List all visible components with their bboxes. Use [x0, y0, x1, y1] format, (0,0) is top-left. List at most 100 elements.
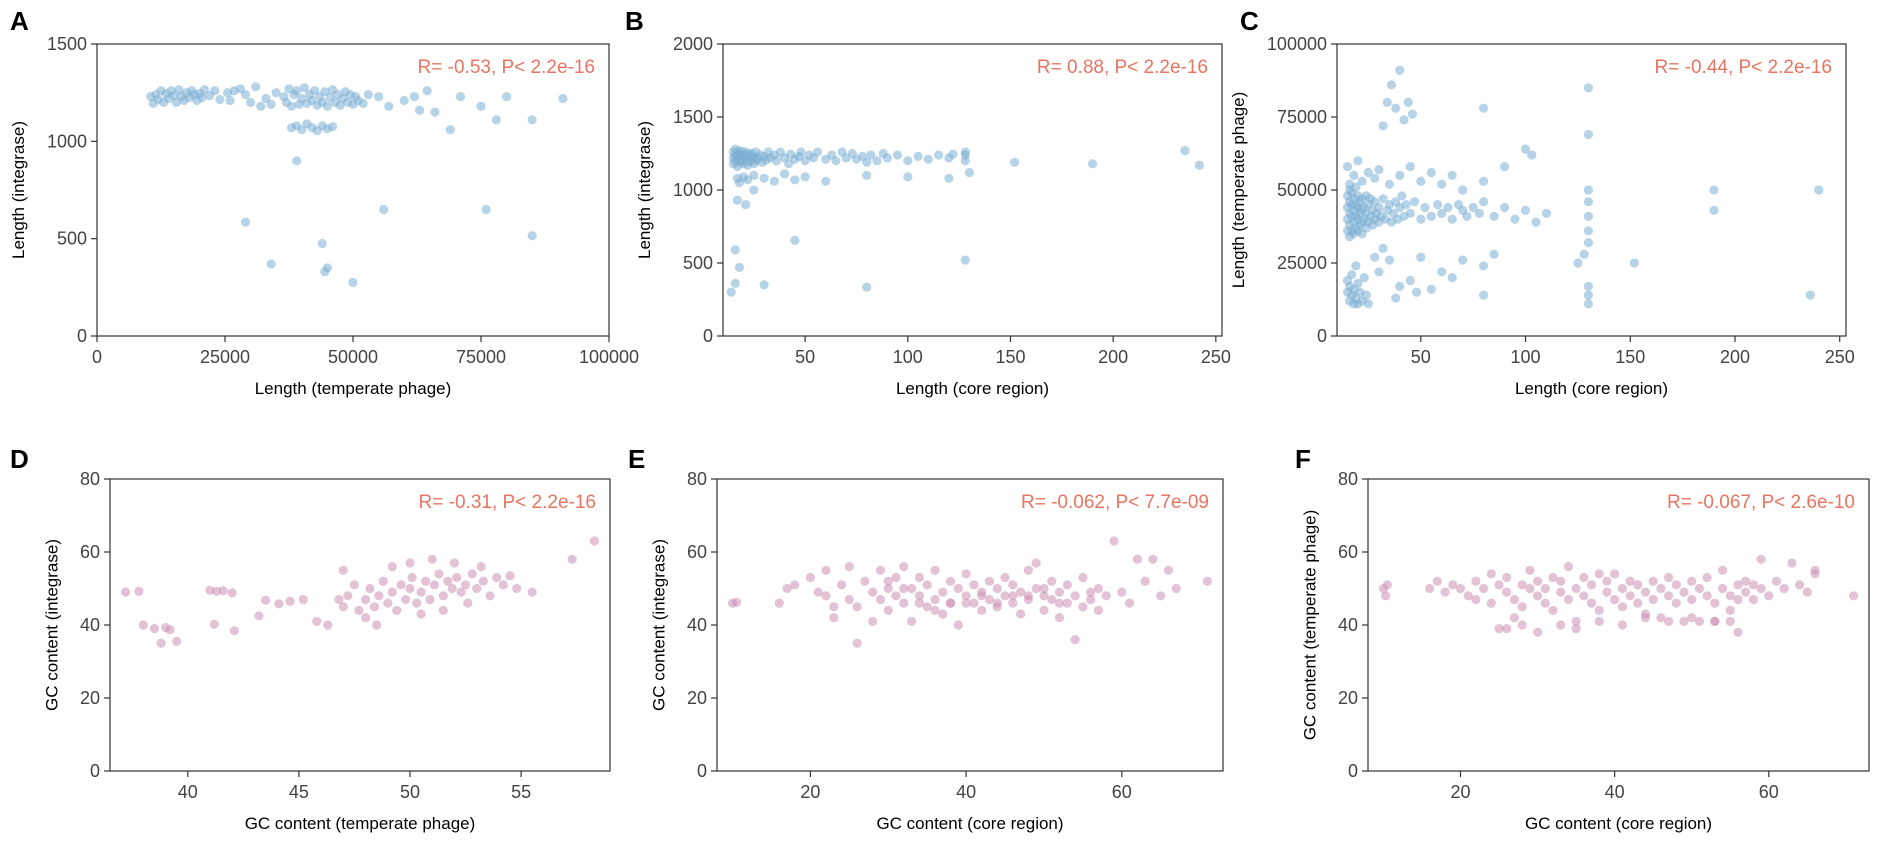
data-point	[1748, 594, 1758, 605]
data-point	[379, 204, 389, 215]
data-point	[1395, 170, 1405, 180]
plot-frame	[716, 478, 1224, 772]
data-point	[463, 598, 473, 608]
data-point	[1156, 591, 1166, 601]
data-point	[527, 231, 537, 241]
data-point	[240, 90, 251, 100]
x-tick-label: 250	[1825, 347, 1855, 367]
data-point	[1447, 214, 1457, 224]
data-point	[1412, 287, 1422, 297]
data-point	[1374, 165, 1384, 175]
x-axis-label: Length (core region)	[1515, 379, 1668, 398]
data-point	[759, 280, 769, 290]
data-point	[502, 92, 512, 102]
data-point	[1702, 572, 1712, 583]
data-point	[903, 172, 913, 182]
data-point	[1771, 576, 1782, 586]
data-point	[227, 588, 237, 598]
data-point	[960, 147, 970, 157]
data-point	[1479, 176, 1489, 186]
data-point	[240, 217, 251, 227]
data-point	[1468, 202, 1478, 213]
data-point	[1610, 569, 1620, 579]
data-point	[1471, 576, 1481, 586]
data-point	[1583, 238, 1593, 248]
data-point	[860, 576, 870, 586]
data-point	[1531, 217, 1541, 227]
data-point	[425, 594, 435, 605]
data-point	[485, 591, 495, 601]
y-tick-label: 1000	[673, 180, 713, 200]
data-point	[1718, 565, 1728, 575]
data-point	[1381, 591, 1391, 601]
data-point	[1594, 616, 1604, 627]
data-point	[298, 594, 308, 605]
data-point	[1679, 616, 1689, 627]
data-point	[374, 591, 384, 601]
data-point	[401, 594, 411, 605]
data-point	[1583, 211, 1593, 221]
x-tick-label: 250	[1201, 347, 1231, 367]
data-point	[348, 277, 358, 288]
data-point	[934, 150, 944, 160]
y-axis-label: Length (temperate phage)	[1229, 92, 1248, 289]
data-point	[1047, 594, 1057, 605]
data-point	[1353, 156, 1363, 166]
data-point	[1016, 609, 1026, 619]
y-tick-label: 80	[1338, 469, 1358, 489]
data-point	[271, 88, 281, 98]
data-point	[1502, 624, 1512, 634]
data-point	[1486, 598, 1496, 608]
data-point	[899, 598, 909, 608]
data-point	[1062, 580, 1072, 590]
x-axis-label: GC content (core region)	[876, 814, 1063, 833]
data-point	[1363, 167, 1373, 178]
data-point	[1180, 146, 1190, 156]
data-point	[862, 282, 872, 292]
data-point	[1583, 83, 1593, 93]
data-point	[1194, 160, 1204, 170]
data-point	[1687, 576, 1697, 586]
data-point	[1579, 572, 1589, 583]
data-point	[1648, 594, 1658, 605]
data-point	[1583, 290, 1593, 300]
data-point	[732, 195, 743, 205]
data-point	[1502, 572, 1512, 583]
data-point	[421, 576, 431, 586]
data-point	[1633, 580, 1643, 590]
data-point	[374, 92, 384, 102]
data-point	[449, 558, 459, 568]
data-point	[1764, 591, 1774, 601]
data-point	[1602, 576, 1612, 586]
data-point	[472, 583, 482, 594]
data-point	[1443, 202, 1453, 213]
data-point	[1391, 293, 1401, 303]
x-tick-label: 40	[178, 782, 198, 802]
data-point	[1062, 598, 1072, 608]
data-point	[438, 591, 448, 601]
data-point	[883, 605, 893, 616]
data-point	[1416, 214, 1426, 224]
x-axis-label: Length (core region)	[896, 379, 1049, 398]
data-point	[1664, 572, 1674, 583]
data-point	[1078, 572, 1088, 583]
data-point	[416, 609, 426, 619]
data-point	[1426, 167, 1436, 178]
data-point	[977, 591, 987, 601]
data-point	[1202, 576, 1212, 586]
data-point	[138, 620, 148, 630]
data-point	[1054, 613, 1065, 623]
data-point	[1640, 613, 1651, 623]
data-point	[1571, 583, 1581, 594]
data-point	[1416, 176, 1426, 186]
data-point	[1447, 170, 1457, 180]
data-point	[447, 583, 457, 594]
data-point	[1078, 602, 1088, 612]
data-point	[1802, 587, 1812, 597]
x-tick-label: 20	[800, 782, 820, 802]
data-point	[197, 92, 207, 103]
data-point	[1378, 243, 1388, 253]
y-axis-label: Length (integrase)	[9, 121, 28, 259]
data-point	[759, 173, 769, 183]
data-point	[1382, 580, 1392, 590]
